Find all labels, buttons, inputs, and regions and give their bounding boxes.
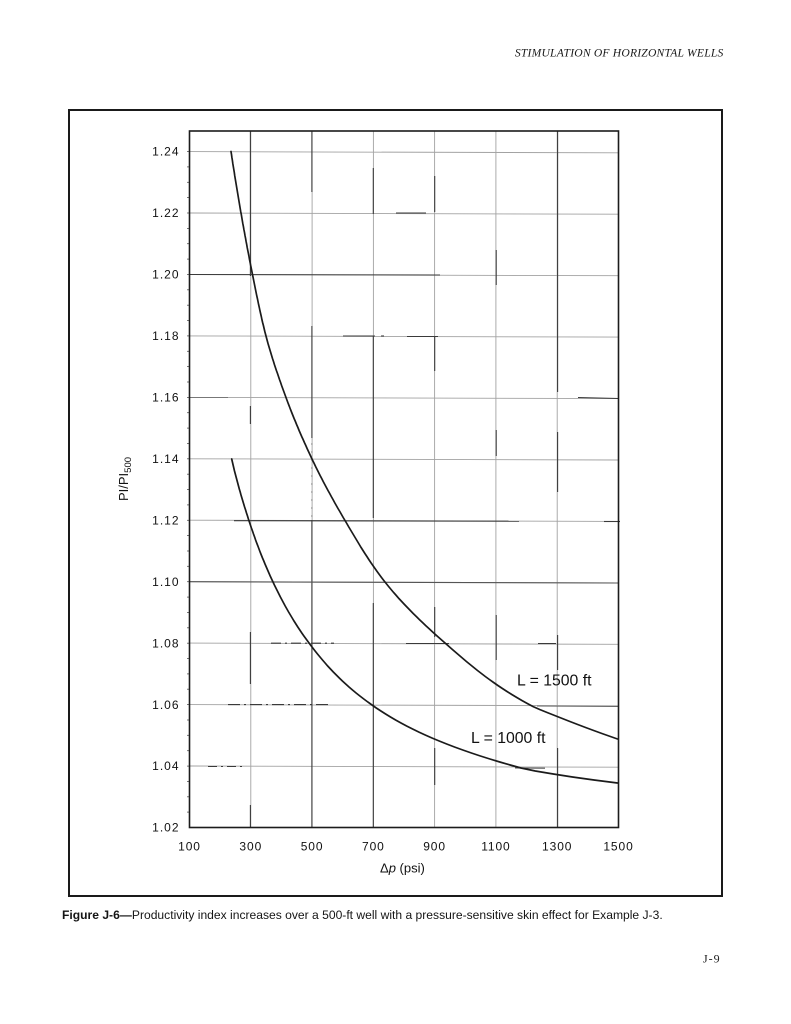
svg-text:L = 1500 ft: L = 1500 ft — [517, 673, 592, 690]
svg-text:900: 900 — [423, 840, 446, 854]
svg-text:Figure J-6—Productivity index: Figure J-6—Productivity index increases … — [62, 908, 663, 922]
svg-text:J-9: J-9 — [703, 952, 721, 966]
svg-text:1100: 1100 — [481, 840, 510, 854]
svg-text:1.16: 1.16 — [152, 391, 179, 405]
svg-text:1.08: 1.08 — [152, 636, 179, 650]
svg-text:1.02: 1.02 — [152, 821, 179, 835]
svg-text:700: 700 — [362, 840, 385, 854]
svg-text:1.12: 1.12 — [152, 513, 179, 527]
svg-text:L = 1000 ft: L = 1000 ft — [471, 730, 546, 747]
svg-text:PI/PI500: PI/PI500 — [116, 457, 134, 501]
svg-text:STIMULATION OF HORIZONTAL WELL: STIMULATION OF HORIZONTAL WELLS — [515, 47, 724, 60]
svg-text:1.24: 1.24 — [152, 145, 179, 159]
svg-text:1500: 1500 — [603, 840, 633, 854]
svg-text:1300: 1300 — [542, 840, 572, 854]
svg-text:1.22: 1.22 — [152, 206, 179, 220]
svg-text:1.06: 1.06 — [152, 698, 179, 712]
svg-text:1.14: 1.14 — [152, 452, 179, 466]
svg-text:1.18: 1.18 — [152, 329, 179, 343]
svg-text:1.20: 1.20 — [152, 268, 179, 282]
svg-text:300: 300 — [239, 840, 262, 854]
svg-text:1.04: 1.04 — [152, 759, 179, 773]
svg-text:1.10: 1.10 — [152, 575, 179, 589]
svg-text:Δp (psi): Δp (psi) — [380, 861, 425, 876]
svg-text:500: 500 — [301, 840, 324, 854]
svg-text:100: 100 — [178, 840, 201, 854]
